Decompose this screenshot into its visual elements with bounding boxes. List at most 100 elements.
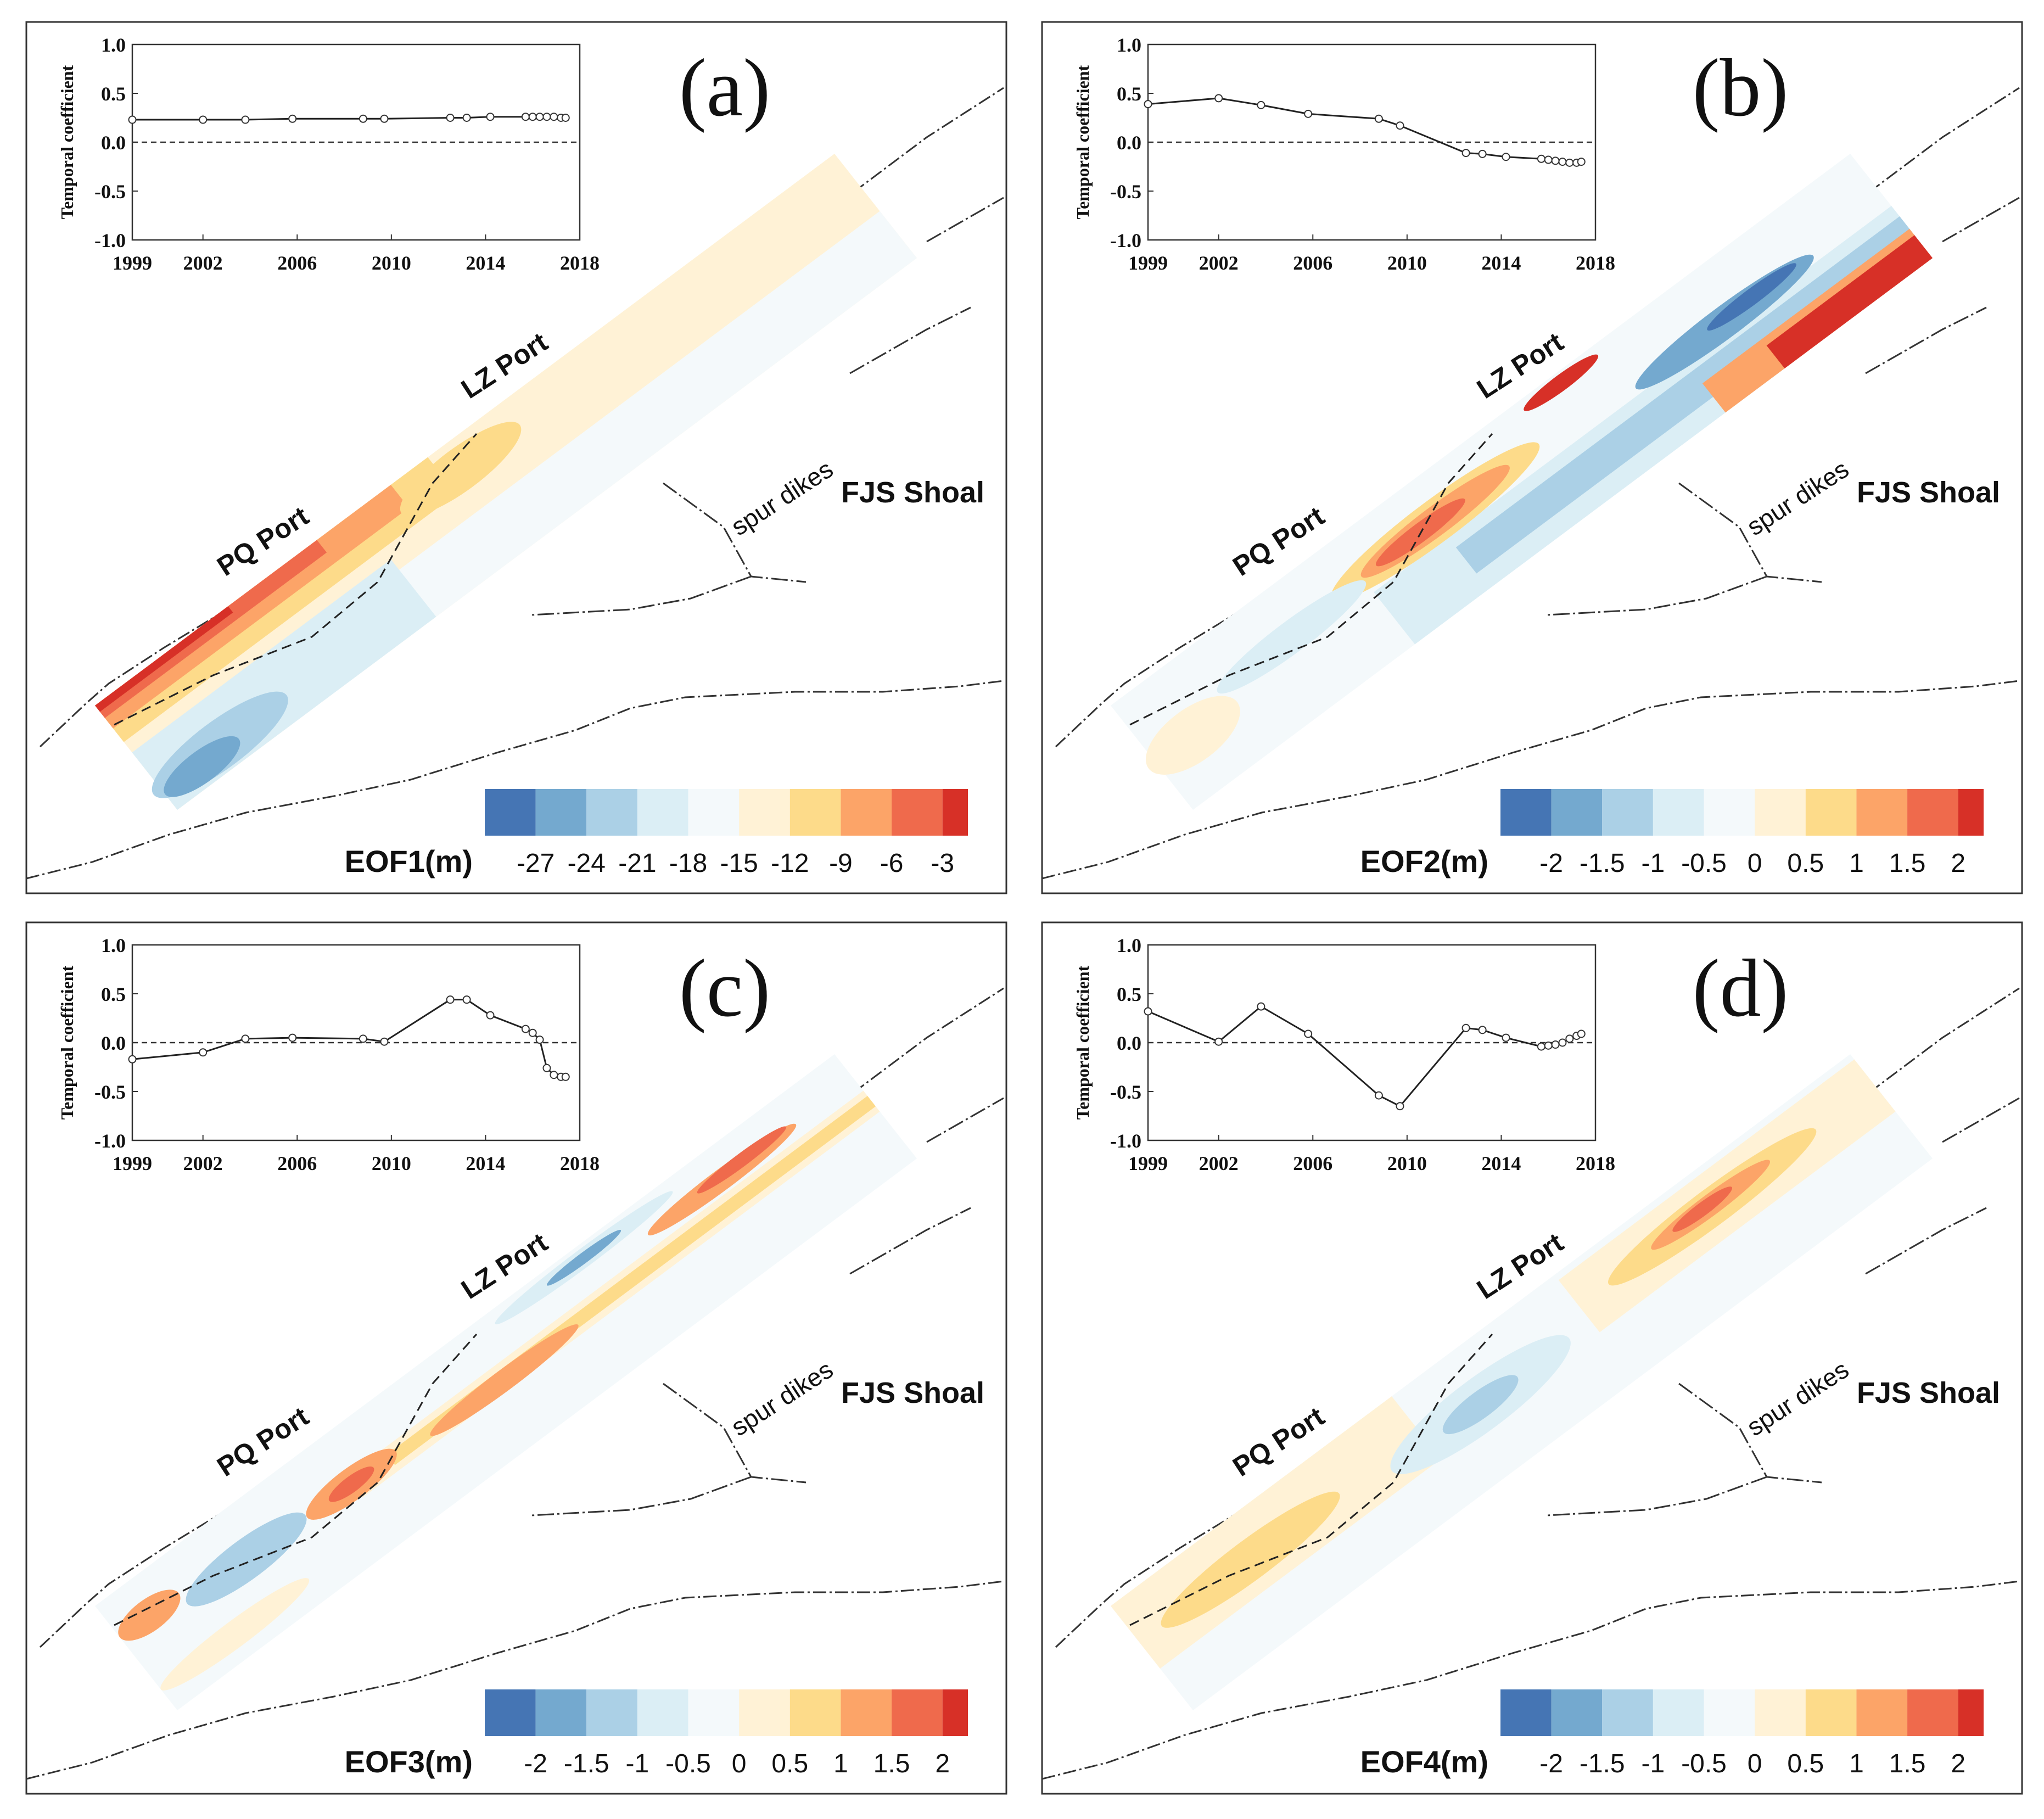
colorbar-tick-label: -3 bbox=[931, 849, 954, 878]
colorbar-tick-label: -12 bbox=[771, 849, 809, 878]
data-point bbox=[1214, 1037, 1223, 1046]
temporal-series-line bbox=[132, 999, 566, 1078]
y-tick-label: 1.0 bbox=[101, 934, 126, 956]
x-tick-label: 2006 bbox=[277, 252, 317, 274]
y-tick-label: -1.0 bbox=[94, 230, 126, 251]
x-tick-label: 2010 bbox=[1387, 1152, 1427, 1174]
colorbar-tick-label: -9 bbox=[829, 849, 853, 878]
colorbar-tick-label: 1 bbox=[1849, 849, 1864, 878]
colorbar-swatch bbox=[892, 1689, 943, 1736]
data-point bbox=[1577, 158, 1586, 166]
x-tick-label: 2018 bbox=[1576, 1152, 1615, 1174]
colorbar-swatch bbox=[1551, 789, 1603, 836]
data-point bbox=[288, 114, 297, 123]
colorbar-tick-label: 2 bbox=[1951, 849, 1965, 878]
colorbar-tick-label: 0 bbox=[1748, 849, 1762, 878]
label-fjs-shoal: FJS Shoal bbox=[841, 476, 984, 509]
colorbar-swatch bbox=[789, 1689, 841, 1736]
x-tick-label: 2018 bbox=[560, 252, 600, 274]
colorbar-tick-label: -27 bbox=[517, 849, 555, 878]
label-fjs-shoal: FJS Shoal bbox=[841, 1376, 984, 1409]
y-tick-label: 0.0 bbox=[1117, 132, 1141, 154]
data-point bbox=[359, 1034, 367, 1043]
data-point bbox=[1565, 1034, 1574, 1043]
x-tick-label: 2002 bbox=[1199, 252, 1239, 274]
eof-region bbox=[400, 422, 522, 517]
data-point bbox=[1544, 155, 1553, 164]
colorbar-tick-label: -1 bbox=[626, 1749, 649, 1778]
data-point bbox=[1396, 121, 1404, 130]
colorbar-swatch bbox=[586, 1689, 637, 1736]
data-point bbox=[528, 1028, 537, 1037]
eof-region bbox=[1524, 354, 1599, 411]
data-point bbox=[1478, 1026, 1487, 1034]
data-point bbox=[1558, 1038, 1567, 1047]
data-point bbox=[1144, 100, 1152, 109]
data-point bbox=[521, 1025, 530, 1033]
colorbar-swatch bbox=[841, 789, 892, 836]
colorbar-title: EOF3(m) bbox=[345, 1744, 473, 1779]
x-tick-label: 2014 bbox=[1481, 1152, 1521, 1174]
eof-region bbox=[1146, 696, 1240, 775]
colorbar-tick-label: 2 bbox=[935, 1749, 950, 1778]
colorbar-swatch bbox=[637, 789, 688, 836]
colorbar-tick-label: 0.5 bbox=[1787, 1749, 1824, 1778]
colorbar-swatch bbox=[637, 1689, 688, 1736]
colorbar-swatch bbox=[485, 1689, 536, 1736]
x-tick-label: 1999 bbox=[113, 252, 152, 274]
x-tick-label: 2006 bbox=[1293, 252, 1332, 274]
colorbar-tick-label: -21 bbox=[618, 849, 656, 878]
data-point bbox=[1257, 100, 1265, 109]
y-tick-label: 0.5 bbox=[101, 983, 126, 1005]
data-point bbox=[1577, 1029, 1586, 1038]
x-tick-label: 2010 bbox=[372, 252, 411, 274]
data-point bbox=[1396, 1102, 1404, 1111]
colorbar-swatch bbox=[535, 1689, 587, 1736]
spur-dike-outline bbox=[531, 1097, 1004, 1516]
colorbar: -2 -1.5 -1 -0.5 0 0.5 1 1.5 2 EOF2(m) bbox=[1360, 789, 1984, 878]
colorbar-swatch bbox=[1856, 1689, 1908, 1736]
y-tick-label: 1.0 bbox=[1117, 34, 1141, 56]
colorbar-swatch bbox=[1755, 789, 1806, 836]
colorbar-tick-label: -6 bbox=[880, 849, 904, 878]
panel-label: (b) bbox=[1693, 42, 1789, 133]
colorbar-title: EOF2(m) bbox=[1360, 844, 1488, 878]
eof-region bbox=[95, 540, 327, 718]
data-point bbox=[1565, 158, 1574, 167]
data-point bbox=[528, 113, 537, 121]
x-tick-label: 2002 bbox=[183, 1152, 223, 1174]
x-tick-label: 2014 bbox=[1481, 252, 1521, 274]
x-tick-label: 2014 bbox=[466, 252, 505, 274]
panel-label: (c) bbox=[679, 943, 770, 1034]
y-tick-label: 0.0 bbox=[101, 1032, 126, 1054]
eof-region bbox=[160, 1578, 310, 1691]
y-tick-label: -1.0 bbox=[1110, 1130, 1141, 1152]
colorbar-tick-label: 0.5 bbox=[1787, 849, 1824, 878]
colorbar-tick-label: 1 bbox=[833, 1749, 848, 1778]
x-tick-label: 1999 bbox=[113, 1152, 152, 1174]
colorbar-swatch bbox=[1653, 1689, 1704, 1736]
colorbar-swatch bbox=[1653, 789, 1704, 836]
colorbar-swatch bbox=[1500, 1689, 1552, 1736]
colorbar-tick-label: 1.5 bbox=[1889, 849, 1926, 878]
colorbar-tick-label: -15 bbox=[720, 849, 758, 878]
colorbar-swatch bbox=[1958, 789, 1984, 836]
colorbar-tick-label: 0 bbox=[732, 1749, 747, 1778]
panel-label: (a) bbox=[679, 42, 770, 133]
colorbar-tick-label: -18 bbox=[669, 849, 707, 878]
data-point bbox=[542, 113, 551, 121]
data-point bbox=[462, 995, 471, 1004]
x-tick-label: 2002 bbox=[183, 252, 223, 274]
colorbar: -2 -1.5 -1 -0.5 0 0.5 1 1.5 2 EOF4(m) bbox=[1360, 1689, 1984, 1779]
eof-region bbox=[164, 736, 240, 797]
data-point bbox=[535, 1036, 544, 1044]
eof-region bbox=[95, 606, 233, 712]
y-tick-label: -1.0 bbox=[94, 1130, 126, 1152]
data-point bbox=[1304, 1029, 1313, 1038]
shoreline-south bbox=[26, 680, 1004, 880]
